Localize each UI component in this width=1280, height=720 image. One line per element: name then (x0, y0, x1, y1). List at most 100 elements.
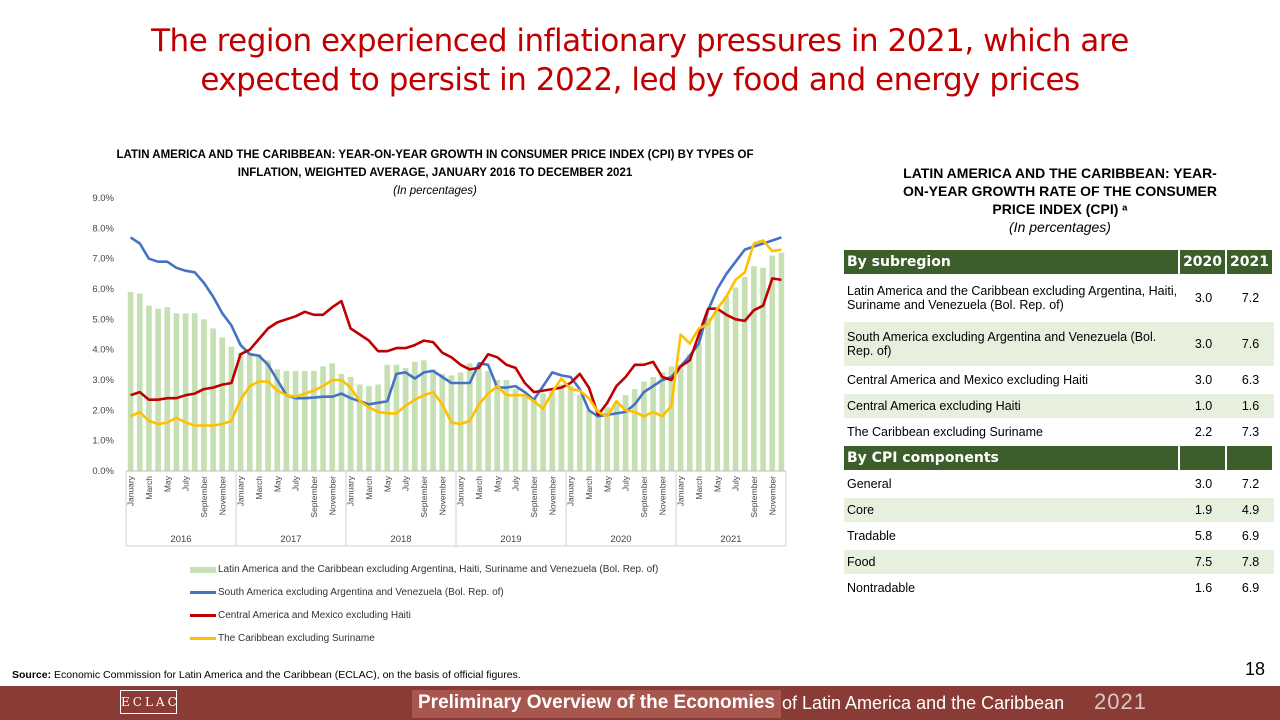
value-2020: 2.2 (1180, 420, 1228, 444)
legend-label-latam: Latin America and the Caribbean excludin… (218, 564, 659, 575)
table-header-row: By subregion 2020 2021 (844, 250, 1274, 274)
section-header-subregion: By subregion (844, 250, 1181, 274)
x-tick-label: January (126, 475, 136, 506)
bar (393, 364, 400, 471)
year-label: 2019 (500, 534, 521, 545)
bar (778, 252, 785, 471)
bar (210, 328, 216, 471)
bar (531, 398, 537, 471)
bar (769, 255, 776, 471)
value-2020: 3.0 (1180, 276, 1228, 320)
x-tick-label: July (401, 475, 411, 491)
table-row: Core 1.9 4.9 (844, 498, 1274, 522)
bar (237, 352, 244, 471)
chart-legend: Latin America and the Caribbean excludin… (190, 558, 658, 650)
x-tick-label: May (492, 475, 502, 492)
y-tick-label: 8.0% (92, 223, 114, 234)
chart-title-line-1: LATIN AMERICA AND THE CARIBBEAN: YEAR-ON… (116, 149, 754, 161)
bar (751, 266, 757, 471)
legend-item-central-america: Central America and Mexico excluding Hai… (190, 604, 658, 627)
value-2021: 6.9 (1227, 576, 1274, 600)
x-tick-label: November (657, 476, 667, 515)
x-tick-label: July (621, 475, 631, 491)
table-row: General 3.0 7.2 (844, 472, 1274, 496)
y-tick-label: 7.0% (92, 254, 114, 265)
bar (631, 389, 638, 471)
value-2020: 3.0 (1180, 368, 1228, 392)
table-title-line-3: PRICE INDEX (CPI) ᵃ (992, 201, 1128, 217)
bar (292, 370, 299, 471)
y-tick-label: 2.0% (92, 405, 114, 416)
bar (421, 360, 427, 471)
x-tick-label: September (419, 476, 429, 518)
bar (439, 373, 446, 471)
table-row: Tradable 5.8 6.9 (844, 524, 1274, 548)
bar (191, 313, 198, 471)
y-tick-label: 4.0% (92, 345, 114, 356)
bar (173, 313, 180, 471)
bar (503, 380, 510, 471)
bar (705, 317, 711, 471)
legend-label-central-america: Central America and Mexico excluding Hai… (218, 610, 411, 621)
cpi-chart: 0.0% 1.0% 2.0% 3.0% 4.0% 5.0% 6.0% 7.0% 8.0% 9.0%… (92, 193, 787, 547)
section-header-blank (1180, 446, 1228, 470)
bar (457, 372, 464, 471)
value-2020: 1.6 (1180, 576, 1228, 600)
legend-swatch-line (190, 637, 216, 640)
page-number: 18 (1245, 659, 1266, 679)
table-row: Nontradable 1.6 6.9 (844, 576, 1274, 600)
column-header-2021: 2021 (1227, 250, 1274, 274)
bar (604, 407, 611, 471)
table-subtitle: (In percentages) (1009, 219, 1111, 235)
x-tick-label: September (309, 476, 319, 518)
bar (732, 287, 739, 471)
row-label: Tradable (844, 524, 1181, 548)
bar (476, 367, 482, 471)
row-label: Latin America and the Caribbean excludin… (844, 276, 1181, 320)
chart-title-line-2: INFLATION, WEIGHTED AVERAGE, JANUARY 201… (237, 167, 633, 179)
x-tick-label: July (731, 475, 741, 491)
bar (677, 364, 684, 471)
bar (347, 376, 354, 471)
legend-item-latam: Latin America and the Caribbean excludin… (190, 558, 658, 581)
row-label: Nontradable (844, 576, 1181, 600)
bar (741, 276, 748, 471)
x-tick-label: March (474, 476, 484, 500)
bar (512, 389, 519, 471)
bar (219, 337, 226, 471)
row-label: Core (844, 498, 1181, 522)
bar (356, 384, 363, 471)
bar (402, 367, 409, 471)
x-tick-label: May (162, 475, 172, 492)
source-label: Source: (12, 669, 52, 681)
bar (329, 363, 336, 471)
row-label: Central America and Mexico excluding Hai… (844, 368, 1181, 392)
series-line (130, 277, 782, 417)
value-2020: 7.5 (1180, 550, 1228, 574)
x-tick-label: January (456, 475, 466, 506)
table-row: The Caribbean excluding Suriname 2.2 7.3 (844, 420, 1274, 444)
bar (622, 395, 629, 471)
chart-title: LATIN AMERICA AND THE CARIBBEAN: YEAR-ON… (40, 146, 830, 200)
bar (668, 366, 675, 471)
source-text: Economic Commission for Latin America an… (51, 669, 521, 681)
bar (146, 305, 152, 471)
bar (430, 369, 436, 471)
footer-year: 2021 (1094, 689, 1147, 714)
x-tick-label: July (291, 475, 301, 491)
value-2021: 7.2 (1227, 472, 1274, 496)
bar (274, 369, 281, 471)
value-2021: 4.9 (1227, 498, 1274, 522)
bar (384, 364, 391, 471)
cpi-table: By subregion 2020 2021 Latin America and… (844, 248, 1274, 602)
table-row: Latin America and the Caribbean excludin… (844, 276, 1274, 320)
legend-label-south-america: South America excluding Argentina and Ve… (218, 587, 504, 598)
bar (228, 346, 235, 471)
table-row: Central America excluding Haiti 1.0 1.6 (844, 394, 1274, 418)
year-label: 2018 (390, 534, 411, 545)
value-2021: 7.3 (1227, 420, 1274, 444)
x-tick-label: March (584, 476, 594, 500)
legend-label-caribbean: The Caribbean excluding Suriname (218, 633, 375, 644)
column-header-2020: 2020 (1180, 250, 1228, 274)
year-label: 2017 (280, 534, 301, 545)
